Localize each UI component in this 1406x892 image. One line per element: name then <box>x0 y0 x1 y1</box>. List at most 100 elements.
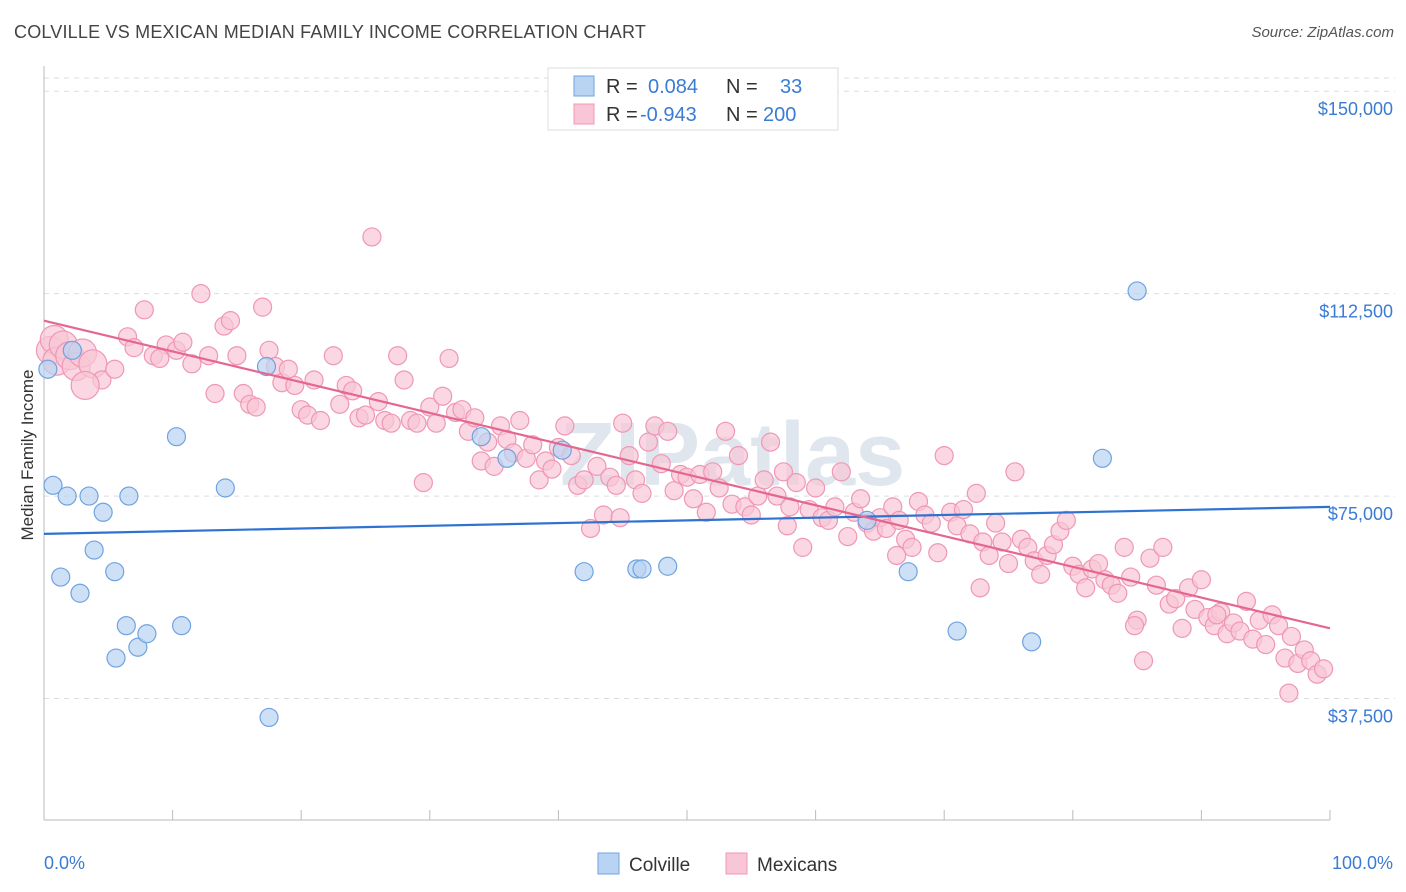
mex-point-167 <box>1172 618 1192 638</box>
mex-point-80 <box>613 413 633 433</box>
colville-point-16 <box>172 616 192 636</box>
mex-point-133 <box>953 499 974 520</box>
colville-point-6 <box>79 486 99 506</box>
mex-point-191 <box>1124 616 1145 636</box>
colville-points <box>38 281 1147 728</box>
mex-point-93 <box>696 502 716 522</box>
trend-lines <box>43 319 1331 630</box>
mex-point-106 <box>780 497 800 517</box>
mex-point-12 <box>134 300 154 320</box>
mex-point-88 <box>664 481 684 501</box>
colville-point-10 <box>106 648 126 668</box>
colville-point-30 <box>1022 632 1042 652</box>
colville-point-11 <box>116 616 136 636</box>
mex-point-114 <box>831 462 851 482</box>
colville-point-31 <box>1092 448 1112 468</box>
mex-point-138 <box>986 513 1006 533</box>
mex-point-103 <box>760 432 781 452</box>
mex-point-66 <box>523 435 543 455</box>
legend-n-label-colville: N = <box>726 76 758 98</box>
mex-point-9 <box>105 359 125 379</box>
legend-r-label-mexicans: R = <box>606 104 638 126</box>
mex-point-76 <box>587 456 607 476</box>
mex-point-35 <box>310 410 331 431</box>
mex-point-87 <box>658 421 678 441</box>
mex-point-46 <box>388 346 408 366</box>
legend-n-value-colville: 33 <box>780 76 802 98</box>
legend-box <box>547 67 839 131</box>
mex-point-100 <box>741 505 761 525</box>
mex-point-110 <box>805 478 826 498</box>
colville-point-9 <box>105 562 125 582</box>
mex-point-28 <box>259 340 279 360</box>
mex-point-192 <box>1207 605 1227 625</box>
colville-point-8 <box>93 502 113 522</box>
mex-point-198 <box>278 359 298 379</box>
bottom-legend-swatch-mexicans <box>725 852 748 875</box>
legend-r-value-colville: 0.084 <box>648 76 698 98</box>
mex-point-91 <box>683 489 704 509</box>
mex-point-41 <box>355 405 376 425</box>
mex-point-96 <box>715 421 736 441</box>
colville-point-19 <box>259 707 279 728</box>
colville-point-21 <box>497 448 517 468</box>
mex-point-113 <box>825 497 845 517</box>
mex-point-180 <box>1256 634 1276 655</box>
colville-point-23 <box>574 562 594 582</box>
mex-point-159 <box>1121 567 1141 587</box>
mex-point-36 <box>323 346 343 366</box>
mex-point-18 <box>191 284 211 304</box>
mex-point-17 <box>182 354 202 374</box>
colville-point-27 <box>857 510 877 530</box>
mex-point-149 <box>1056 510 1076 530</box>
colville-point-28 <box>898 562 918 582</box>
mex-point-74 <box>574 470 594 490</box>
mex-point-135 <box>966 483 986 503</box>
chart-title: COLVILLE VS MEXICAN MEDIAN FAMILY INCOME… <box>14 22 647 42</box>
mex-point-195 <box>777 516 797 536</box>
colville-point-14 <box>137 624 157 644</box>
mex-point-49 <box>407 413 427 433</box>
bottom-legend-colville: Colville <box>629 855 690 876</box>
colville-point-0 <box>38 359 58 379</box>
mex-point-199 <box>150 348 170 369</box>
colville-point-1 <box>43 475 63 495</box>
mex-point-27 <box>253 297 273 317</box>
mex-point-108 <box>793 537 813 557</box>
trend-line-mexicans <box>43 319 1331 630</box>
mex-point-145 <box>1031 564 1051 584</box>
mex-point-158 <box>1114 537 1134 557</box>
x-tick-label-max: 100.0% <box>1332 853 1393 873</box>
bottom-legend: Colville Mexicans <box>597 852 837 876</box>
trend-line-colville <box>43 505 1331 535</box>
mex-point-129 <box>928 543 948 563</box>
colville-point-5 <box>70 583 90 603</box>
colville-point-32 <box>1127 281 1147 301</box>
colville-point-7 <box>84 540 104 560</box>
mex-point-184 <box>1281 626 1302 647</box>
mex-point-166 <box>1166 589 1186 609</box>
mex-point-98 <box>728 445 749 466</box>
mex-point-67 <box>529 470 549 490</box>
mex-point-140 <box>998 553 1019 574</box>
y-axis-label: Median Family Income <box>18 369 37 540</box>
mex-point-71 <box>555 416 575 436</box>
mex-point-194 <box>887 545 907 566</box>
colville-point-20 <box>471 427 491 447</box>
colville-point-12 <box>119 486 139 506</box>
legend-n-value-mexicans: 200 <box>763 104 796 126</box>
legend-r-value-mexicans: -0.943 <box>640 104 697 126</box>
colville-point-25 <box>632 559 652 579</box>
mex-point-26 <box>246 397 266 417</box>
mex-point-154 <box>1088 553 1109 574</box>
mex-point-152 <box>1076 578 1096 598</box>
legend-n-label-mexicans: N = <box>726 104 758 126</box>
y-tick-label-2: $112,500 <box>1319 302 1393 322</box>
source-label: Source: ZipAtlas.com <box>1251 24 1394 41</box>
mex-point-125 <box>902 537 922 557</box>
mex-point-161 <box>1133 651 1154 671</box>
bottom-legend-mexicans: Mexicans <box>757 855 837 876</box>
mex-point-105 <box>773 462 794 482</box>
mex-point-84 <box>638 432 659 452</box>
mex-point-196 <box>610 508 630 528</box>
